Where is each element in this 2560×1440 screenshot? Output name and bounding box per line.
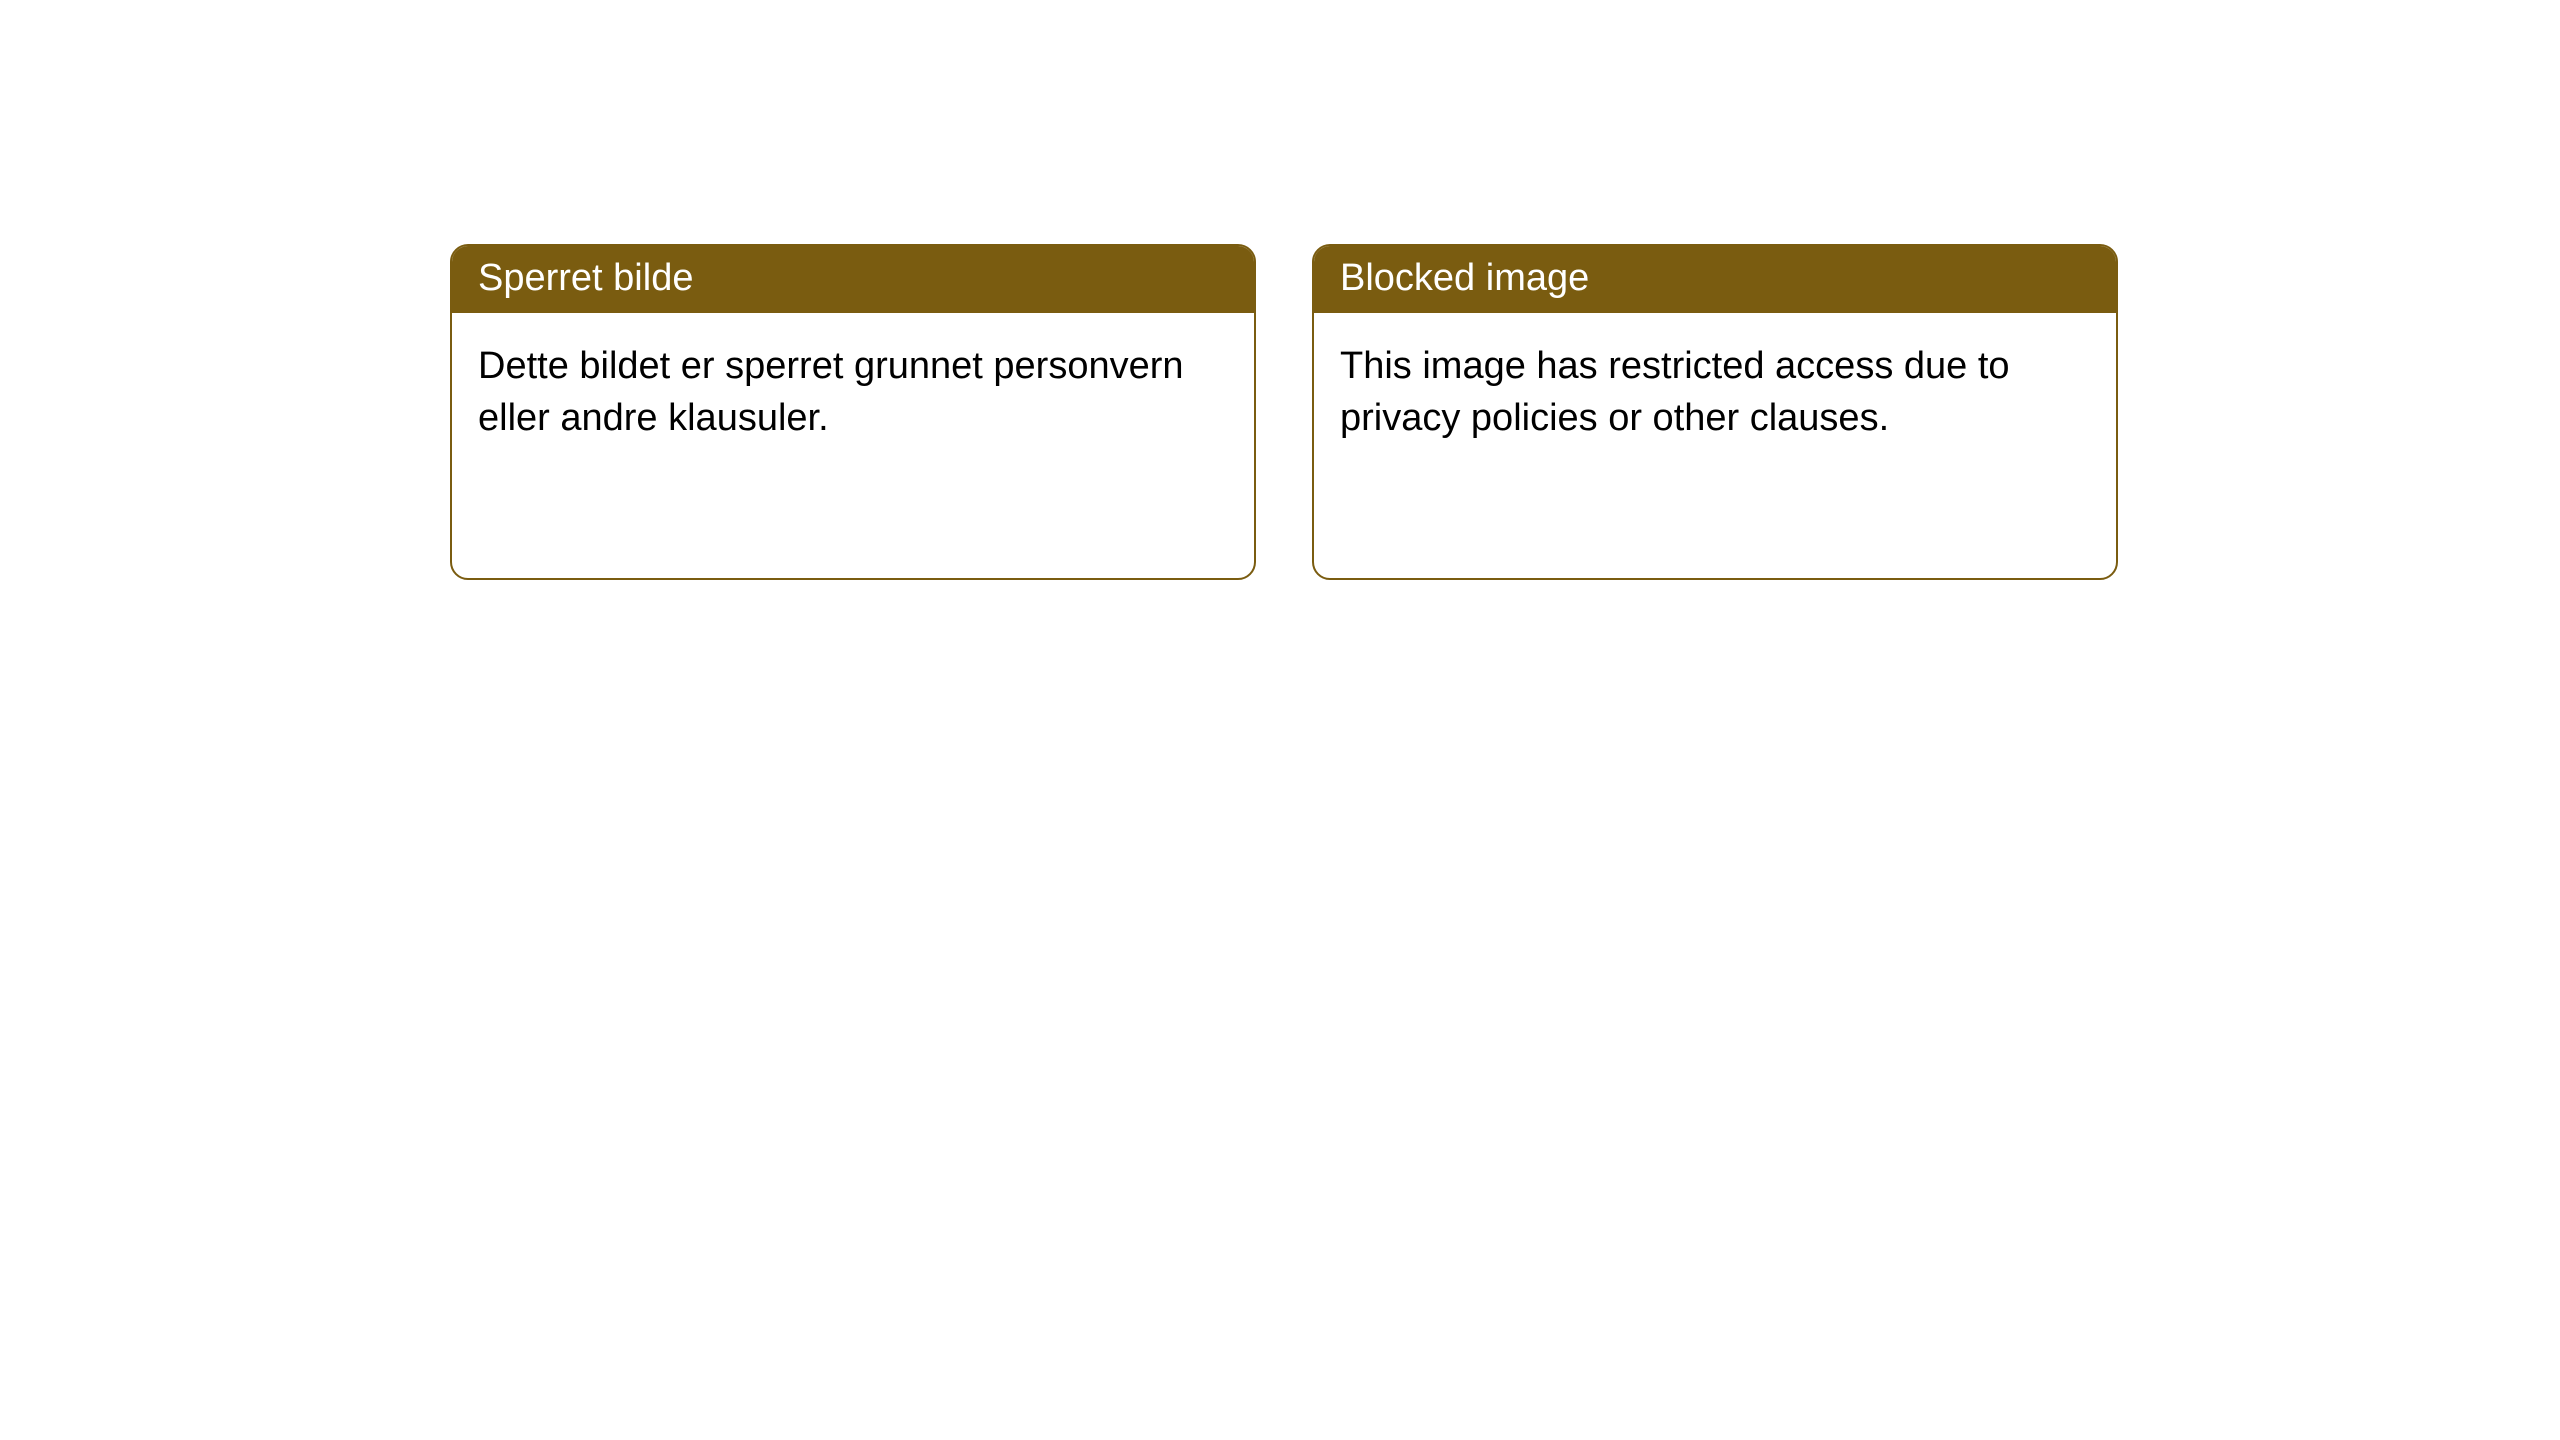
notice-card-norwegian: Sperret bilde Dette bildet er sperret gr… bbox=[450, 244, 1256, 580]
card-body: Dette bildet er sperret grunnet personve… bbox=[452, 313, 1254, 472]
notice-container: Sperret bilde Dette bildet er sperret gr… bbox=[450, 244, 2118, 580]
card-title: Blocked image bbox=[1340, 257, 1589, 299]
card-text: This image has restricted access due to … bbox=[1340, 345, 2010, 438]
card-text: Dette bildet er sperret grunnet personve… bbox=[478, 345, 1184, 438]
card-body: This image has restricted access due to … bbox=[1314, 313, 2116, 472]
card-header: Blocked image bbox=[1314, 246, 2116, 313]
card-header: Sperret bilde bbox=[452, 246, 1254, 313]
notice-card-english: Blocked image This image has restricted … bbox=[1312, 244, 2118, 580]
card-title: Sperret bilde bbox=[478, 257, 693, 299]
